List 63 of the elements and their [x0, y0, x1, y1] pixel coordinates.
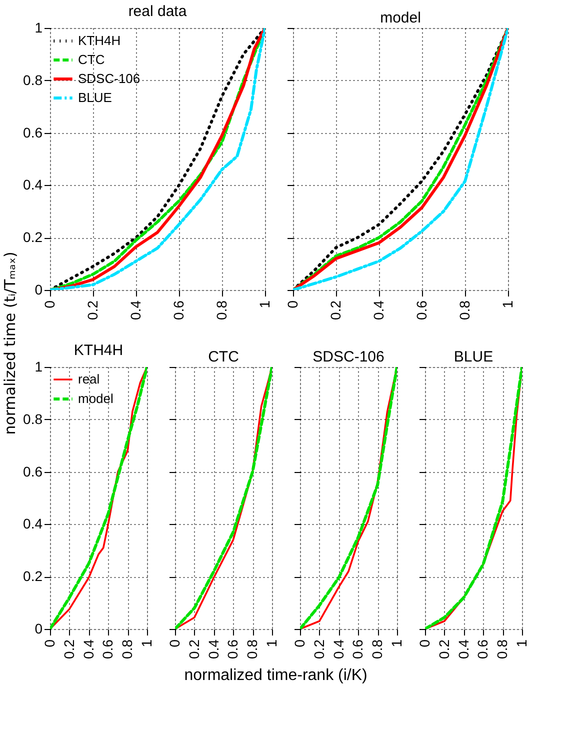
x-tick-label: 0.8 [494, 639, 510, 659]
x-tick-label: 0.4 [330, 639, 346, 659]
y-tick-label: 0.8 [23, 410, 43, 427]
legend-label: CTC [78, 52, 105, 67]
x-tick-label: 0.6 [414, 300, 430, 320]
x-tick-label: 1 [500, 300, 516, 308]
x-tick-label: 0.8 [369, 639, 386, 659]
x-tick-label: 0.2 [436, 639, 452, 659]
y-tick-label: 0.6 [23, 124, 43, 140]
x-tick-label: 1 [256, 300, 272, 308]
x-tick-label: 1 [138, 639, 154, 648]
legend-label: SDSC-106 [78, 71, 140, 86]
x-axis-title: normalized time-rank (i/K) [184, 666, 368, 684]
y-tick-label: 0 [34, 620, 43, 636]
x-tick-label: 0.8 [244, 639, 260, 659]
x-tick-label: 0.2 [84, 300, 100, 320]
legend-label: real [78, 372, 100, 386]
line-series [50, 367, 147, 629]
legend-label: BLUE [78, 90, 112, 105]
y-tick-label: 0.8 [23, 72, 43, 88]
x-tick-label: 0.2 [60, 639, 77, 659]
x-tick-label: 0.8 [119, 639, 136, 659]
legend-label: model [78, 391, 114, 406]
y-tick-label: 0.2 [23, 229, 43, 246]
x-tick-label: 0.6 [350, 639, 366, 659]
chart-title: real data [128, 3, 188, 20]
chart-title: CTC [208, 348, 240, 366]
x-tick-label: 1 [388, 639, 404, 648]
x-tick-label: 0 [42, 639, 58, 648]
x-tick-label: 0.4 [128, 300, 144, 320]
chart-title: BLUE [454, 348, 494, 366]
y-axis-title: normalized time (tᵢ/Tₘₐₓ) [1, 252, 20, 435]
y-tick-label: 0.2 [23, 568, 43, 584]
x-tick-label: 0.4 [80, 639, 96, 659]
legend-label: KTH4H [78, 33, 121, 48]
x-tick-label: 0.4 [205, 639, 222, 659]
y-tick-label: 1 [34, 20, 43, 36]
x-tick-label: 0.6 [474, 639, 491, 659]
x-tick-label: 0.2 [310, 639, 327, 659]
y-tick-label: 1 [34, 358, 43, 374]
x-tick-label: 0 [292, 639, 308, 648]
x-tick-label: 0.6 [224, 639, 241, 659]
y-tick-label: 0.4 [23, 516, 43, 532]
x-tick-label: 0.2 [328, 300, 344, 320]
x-tick-label: 0.8 [456, 300, 472, 320]
chart-title: SDSC-106 [312, 348, 384, 366]
x-tick-label: 0.4 [455, 639, 472, 659]
y-tick-label: 0.4 [23, 176, 43, 193]
x-tick-label: 0.6 [170, 300, 186, 320]
chart-title: KTH4H [74, 342, 124, 359]
chart-title: model [380, 10, 421, 26]
y-tick-label: 0.6 [23, 463, 43, 480]
x-tick-label: 1 [514, 639, 530, 648]
x-tick-label: 0.4 [370, 300, 386, 320]
x-tick-label: 1 [264, 639, 280, 648]
x-tick-label: 0.2 [186, 639, 202, 659]
x-tick-label: 0.8 [214, 300, 230, 320]
x-tick-label: 0 [42, 300, 58, 308]
x-tick-label: 0 [284, 300, 300, 308]
x-tick-label: 0.6 [100, 639, 116, 659]
x-tick-label: 0 [166, 639, 182, 648]
y-tick-label: 0 [34, 282, 43, 298]
x-tick-label: 0 [416, 639, 432, 648]
